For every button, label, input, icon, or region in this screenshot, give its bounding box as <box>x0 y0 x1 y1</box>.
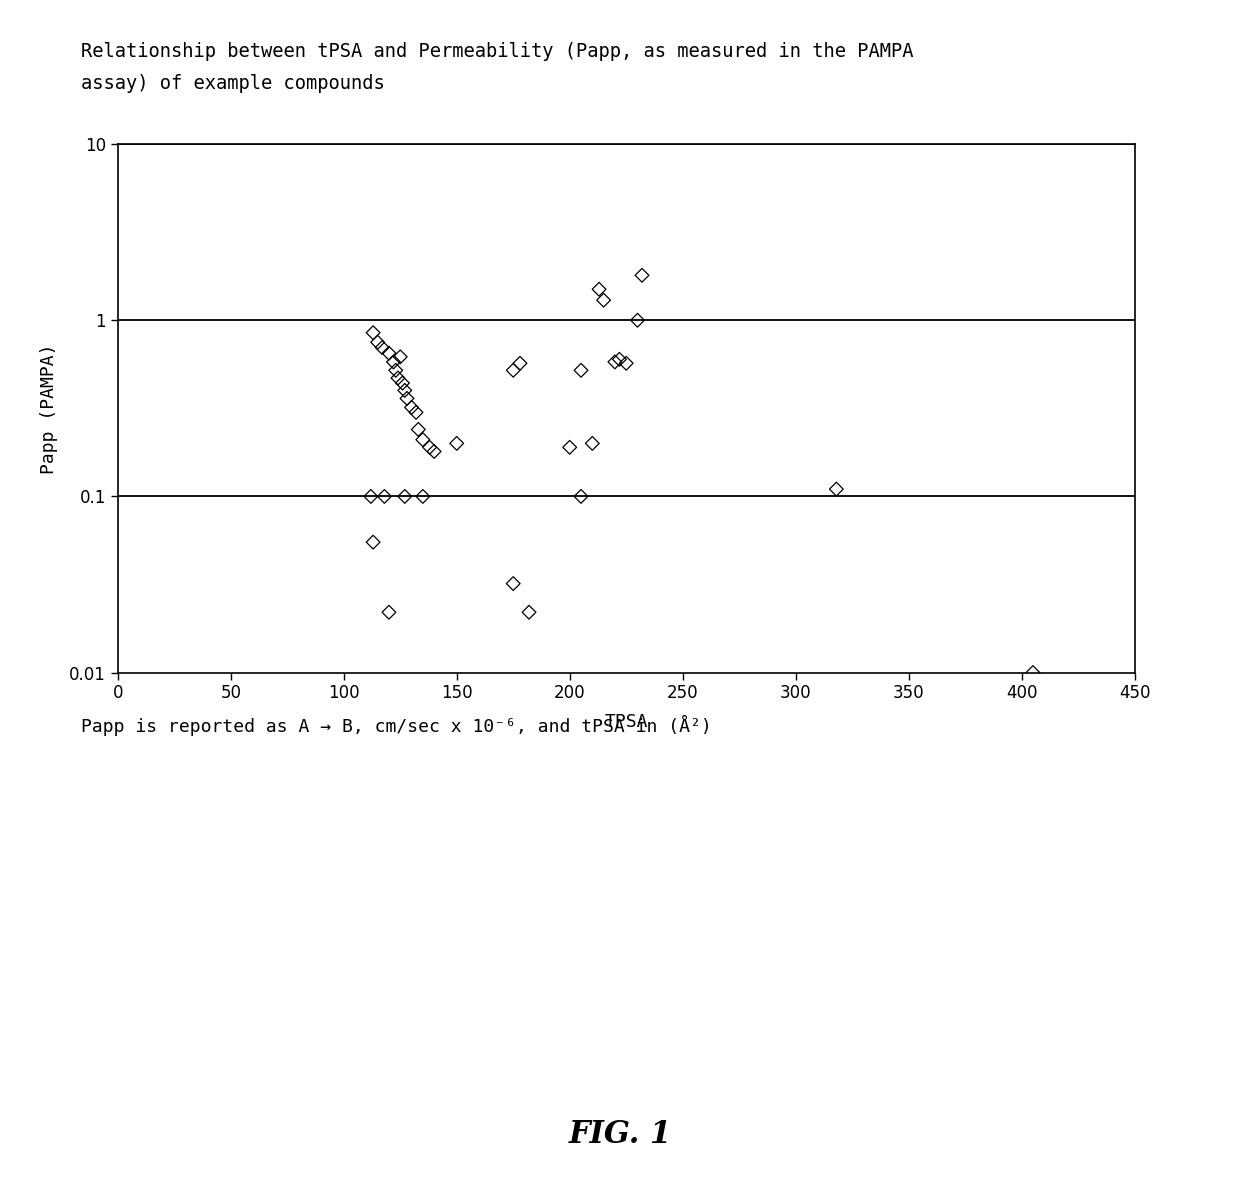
Point <box>446 434 466 453</box>
Point <box>1023 663 1043 682</box>
Point <box>413 486 433 506</box>
Point <box>572 486 591 506</box>
Point <box>589 280 609 299</box>
Point <box>393 374 413 393</box>
X-axis label: TPSA: TPSA <box>604 713 649 731</box>
Text: Papp is reported as A → B, cm/sec x 10⁻⁶, and tPSA in (Å²): Papp is reported as A → B, cm/sec x 10⁻⁶… <box>81 715 712 736</box>
Point <box>503 360 523 380</box>
Point <box>594 291 614 310</box>
Point <box>408 420 428 440</box>
Point <box>503 574 523 593</box>
Point <box>374 486 394 506</box>
Point <box>379 343 399 363</box>
Point <box>361 486 381 506</box>
Point <box>616 353 636 372</box>
Point <box>510 353 529 372</box>
Y-axis label: Papp (PAMPA): Papp (PAMPA) <box>40 343 58 473</box>
Point <box>583 434 603 453</box>
Point <box>520 603 539 622</box>
Point <box>391 347 410 366</box>
Point <box>402 398 422 417</box>
Text: Relationship between tPSA and Permeability (Papp, as measured in the PAMPA: Relationship between tPSA and Permeabili… <box>81 42 913 61</box>
Point <box>627 311 647 330</box>
Point <box>419 437 439 456</box>
Point <box>368 333 388 352</box>
Point <box>559 437 579 456</box>
Point <box>379 603 399 622</box>
Point <box>386 360 405 380</box>
Point <box>388 369 408 388</box>
Point <box>424 442 444 461</box>
Point <box>605 352 625 371</box>
Point <box>413 430 433 449</box>
Point <box>363 323 383 342</box>
Text: assay) of example compounds: assay) of example compounds <box>81 74 384 94</box>
Point <box>383 352 403 371</box>
Point <box>394 486 414 506</box>
Text: FIG. 1: FIG. 1 <box>568 1119 672 1151</box>
Point <box>372 337 392 357</box>
Point <box>394 381 414 400</box>
Point <box>407 402 427 422</box>
Point <box>572 360 591 380</box>
Point <box>826 479 846 498</box>
Point <box>363 532 383 551</box>
Point <box>610 349 630 369</box>
Point <box>632 265 652 285</box>
Point <box>397 389 417 408</box>
